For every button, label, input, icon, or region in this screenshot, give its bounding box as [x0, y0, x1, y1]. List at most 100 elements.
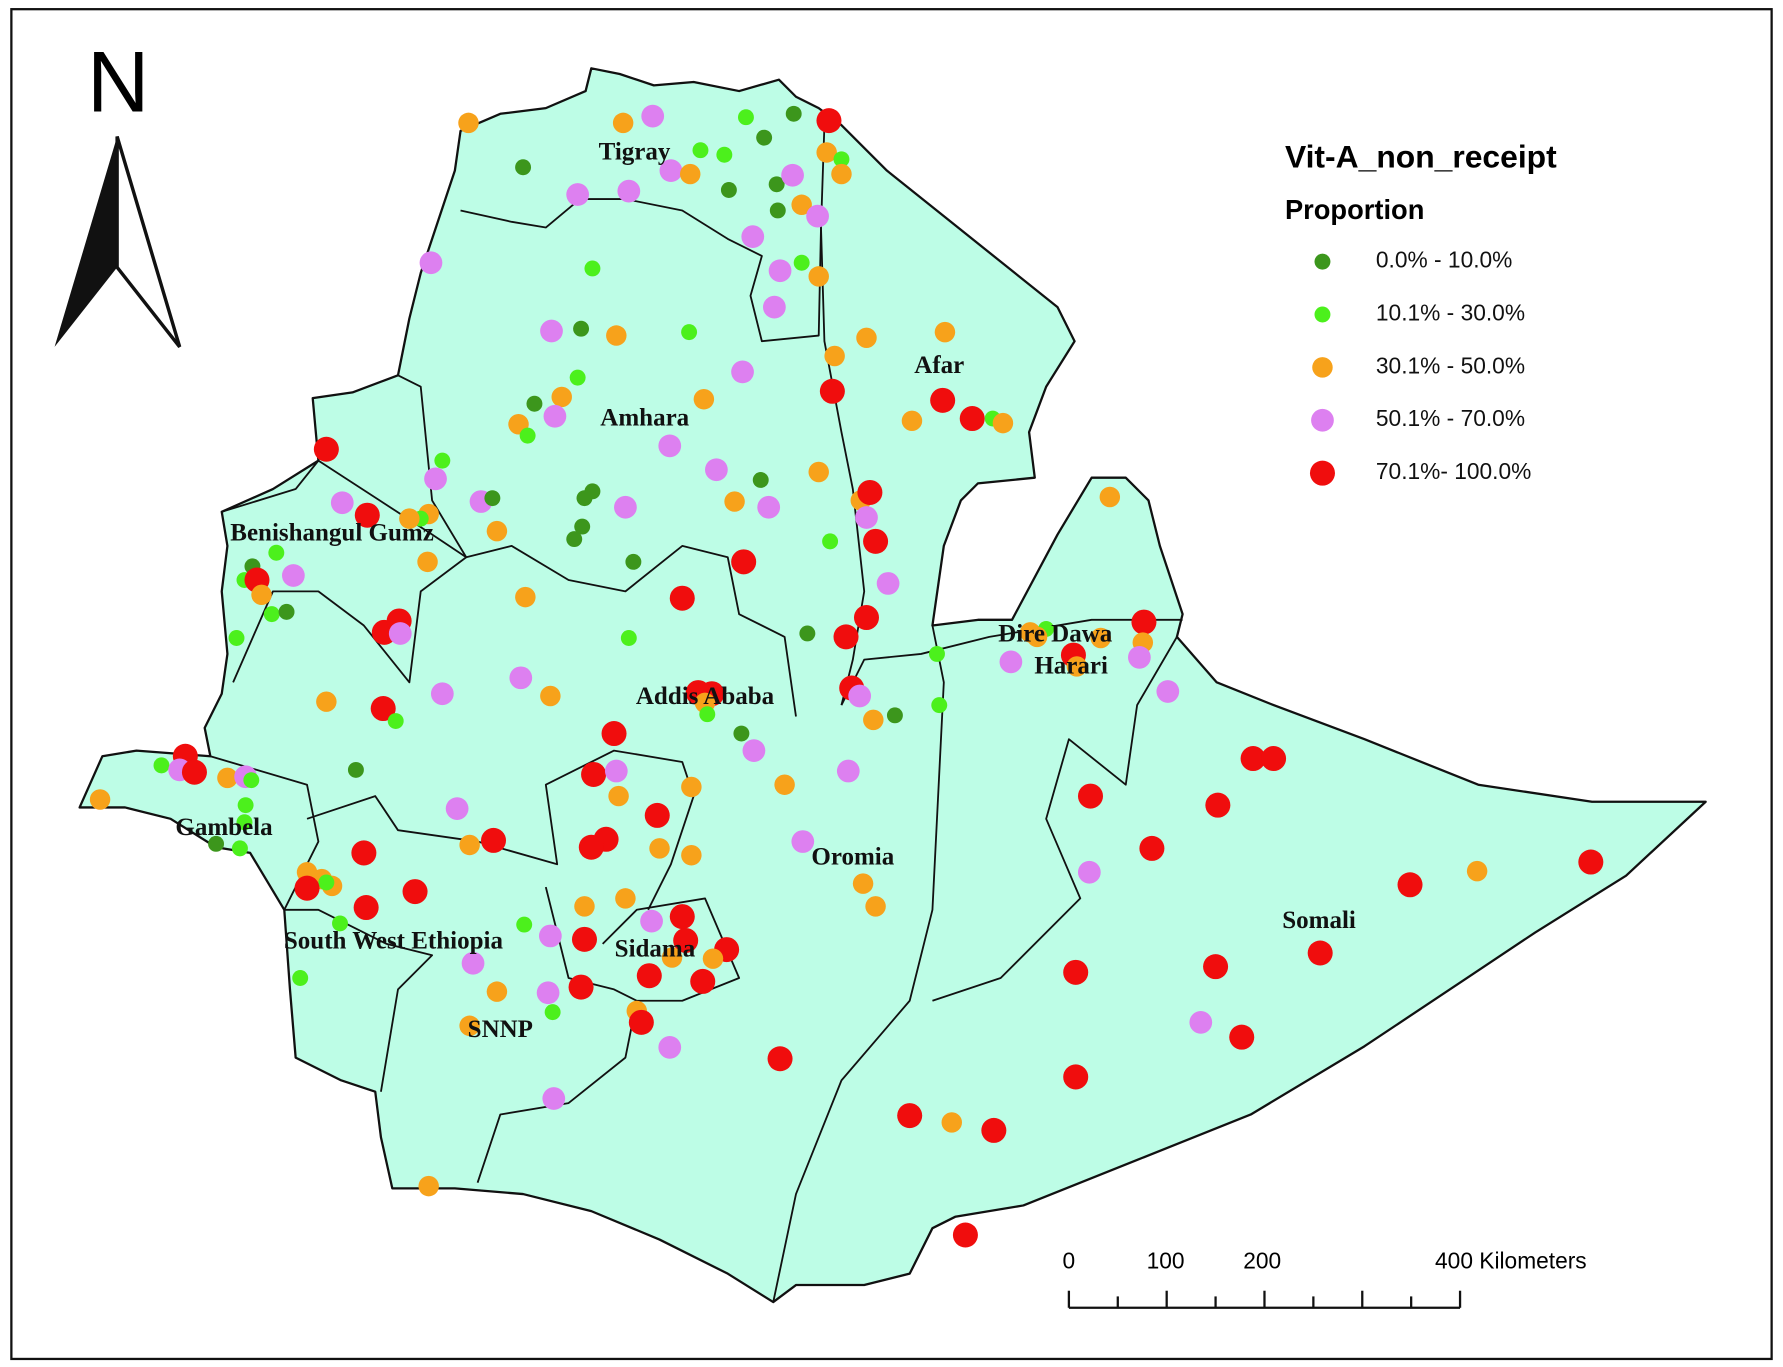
survey-point [388, 622, 412, 645]
survey-point [669, 585, 695, 611]
survey-point [526, 395, 543, 412]
survey-point [445, 797, 469, 820]
survey-point [658, 434, 682, 458]
survey-point [1261, 746, 1287, 772]
survey-point [669, 904, 695, 930]
survey-point [282, 564, 305, 587]
survey-point [251, 584, 272, 606]
survey-point [1139, 835, 1165, 861]
legend-swatch [1311, 408, 1334, 432]
survey-point [515, 586, 536, 608]
survey-point [486, 981, 508, 1002]
survey-point [808, 461, 829, 483]
survey-point [568, 974, 594, 1000]
survey-point [1063, 1064, 1089, 1090]
survey-point [819, 378, 845, 404]
survey-point [566, 183, 590, 206]
survey-point [459, 1015, 480, 1037]
survey-point [402, 879, 428, 905]
survey-point [353, 895, 379, 921]
survey-point [681, 844, 702, 866]
survey-point [330, 491, 354, 515]
survey-point [1205, 792, 1231, 818]
survey-point [934, 321, 956, 343]
survey-point [540, 685, 561, 707]
survey-point [458, 112, 479, 134]
survey-point [1090, 627, 1111, 649]
survey-point [724, 491, 745, 512]
survey-point [509, 666, 533, 690]
survey-point [931, 697, 948, 714]
region-label: Afar [914, 352, 964, 379]
survey-point [853, 605, 879, 631]
survey-point [551, 386, 572, 408]
survey-point [833, 624, 859, 650]
survey-point [424, 467, 447, 491]
survey-point [581, 761, 607, 787]
survey-point [481, 827, 507, 853]
survey-point [292, 970, 309, 986]
legend-label: 70.1%- 100.0% [1376, 458, 1531, 484]
survey-point [833, 151, 850, 168]
survey-point [886, 707, 903, 724]
survey-point [231, 840, 248, 857]
scale-label: 200 [1243, 1247, 1281, 1273]
survey-point [981, 1117, 1007, 1143]
survey-point [544, 1004, 561, 1021]
survey-point [705, 458, 728, 482]
survey-point [752, 471, 769, 488]
survey-point [278, 603, 295, 620]
survey-point [243, 772, 260, 789]
survey-point [757, 495, 781, 519]
region-label: Tigray [599, 138, 671, 165]
survey-point [641, 104, 665, 128]
survey-point [659, 159, 683, 183]
survey-point [318, 874, 335, 891]
survey-point [865, 896, 886, 917]
legend-swatch [1314, 253, 1331, 270]
legend-label: 10.1% - 30.0% [1376, 300, 1525, 326]
region-label: Benishangul Gumz [230, 519, 434, 546]
survey-point [538, 924, 562, 948]
survey-point [237, 797, 254, 814]
legend-title: Vit-A_non_receipt [1285, 139, 1557, 175]
region-label: Harari [1034, 652, 1108, 679]
survey-point [679, 163, 701, 185]
survey-point [824, 345, 845, 367]
survey-point [1063, 959, 1089, 985]
legend-subtitle: Proportion [1285, 194, 1424, 225]
arrow-left [54, 136, 118, 347]
survey-point [228, 630, 245, 646]
survey-point [625, 553, 642, 570]
survey-point [370, 696, 396, 722]
survey-point [486, 520, 508, 542]
legend: Vit-A_non_receipt Proportion 0.0% - 10.0… [1285, 139, 1557, 486]
survey-point [1578, 849, 1604, 875]
survey-point [785, 105, 802, 122]
survey-point [852, 873, 874, 894]
survey-point [574, 896, 595, 917]
scale-bar: 0 100 200 400 Kilometers [1063, 1247, 1587, 1309]
survey-point [236, 814, 253, 831]
survey-point [876, 572, 900, 595]
region-label: Oromia [811, 843, 894, 870]
region-label: Amhara [600, 404, 689, 431]
survey-point [806, 204, 829, 228]
survey-point [720, 182, 737, 198]
survey-point [681, 776, 702, 798]
survey-point [737, 109, 754, 126]
survey-point [863, 528, 889, 554]
survey-point [640, 909, 663, 933]
north-arrow: N [54, 35, 182, 348]
survey-point [992, 412, 1014, 434]
survey-point [731, 549, 757, 575]
survey-point [620, 630, 637, 646]
survey-point [461, 951, 485, 975]
survey-point [268, 544, 285, 561]
survey-point [399, 508, 420, 529]
survey-point [959, 406, 985, 432]
survey-point [863, 709, 884, 731]
survey-point [930, 387, 956, 413]
survey-point [601, 721, 627, 747]
